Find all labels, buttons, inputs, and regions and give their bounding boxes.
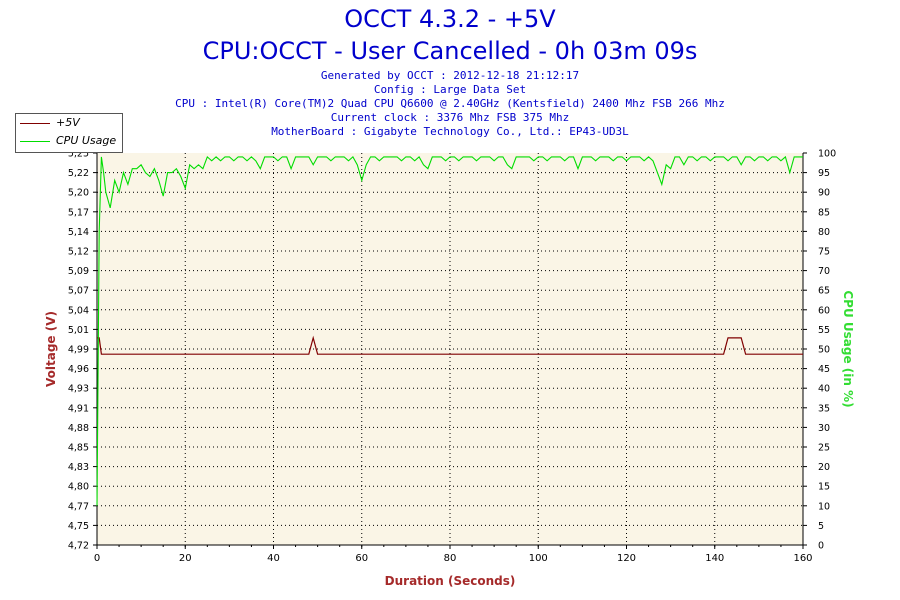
- chart-subtitle: CPU:OCCT - User Cancelled - 0h 03m 09s: [202, 37, 698, 65]
- y2-tick-label: 35: [818, 403, 830, 414]
- y2-tick-label: 70: [818, 266, 830, 277]
- y-tick-label: 4,91: [68, 403, 89, 414]
- y-axis-title: Voltage (V): [44, 311, 58, 387]
- y2-tick-label: 45: [818, 364, 830, 375]
- y-tick-label: 5,07: [68, 286, 89, 297]
- info-clock: Current clock : 3376 Mhz FSB 375 Mhz: [330, 111, 570, 124]
- y-tick-label: 5,20: [68, 188, 89, 199]
- y-tick-label: 5,09: [68, 266, 89, 277]
- y-tick-label: 4,77: [68, 501, 89, 512]
- y2-tick-label: 25: [818, 443, 830, 454]
- y2-tick-label: 65: [818, 286, 830, 297]
- info-cpu: CPU : Intel(R) Core(TM)2 Quad CPU Q6600 …: [175, 97, 725, 110]
- y2-tick-label: 20: [818, 462, 830, 473]
- y2-tick-label: 80: [818, 227, 830, 238]
- legend-swatch-cpu: [20, 141, 50, 142]
- legend: +5V CPU Usage: [15, 113, 123, 153]
- info-config: Config : Large Data Set: [373, 83, 527, 96]
- y2-tick-label: 40: [818, 384, 830, 395]
- y2-tick-label: 10: [818, 501, 830, 512]
- legend-item-cpu: CPU Usage: [16, 133, 122, 149]
- y-tick-label: 5,25: [68, 149, 89, 160]
- y2-tick-label: 60: [818, 305, 830, 316]
- y-tick-label: 5,17: [68, 207, 89, 218]
- y2-tick-label: 55: [818, 325, 830, 336]
- y-tick-label: 4,72: [68, 541, 89, 552]
- y2-tick-label: 15: [818, 482, 830, 493]
- y2-tick-label: 90: [818, 188, 830, 199]
- y-tick-label: 4,93: [68, 384, 89, 395]
- info-generated: Generated by OCCT : 2012-12-18 21:12:17: [320, 69, 580, 82]
- y2-tick-label: 75: [818, 247, 830, 258]
- y-tick-label: 5,14: [68, 227, 89, 238]
- x-tick-label: 100: [529, 553, 548, 564]
- y-tick-label: 4,99: [68, 345, 89, 356]
- y-tick-label: 4,83: [68, 462, 89, 473]
- y-tick-label: 4,96: [68, 364, 89, 375]
- x-tick-label: 20: [179, 553, 192, 564]
- y2-tick-label: 100: [818, 149, 836, 160]
- chart-title: OCCT 4.3.2 - +5V: [344, 5, 556, 33]
- y2-tick-label: 95: [818, 168, 830, 179]
- y-tick-label: 5,12: [68, 247, 89, 258]
- series-line-voltage: [97, 335, 803, 355]
- x-tick-label: 60: [355, 553, 368, 564]
- legend-label-voltage: +5V: [56, 116, 80, 129]
- y-tick-label: 5,22: [68, 168, 89, 179]
- info-motherboard: MotherBoard : Gigabyte Technology Co., L…: [271, 125, 629, 138]
- y2-tick-label: 50: [818, 345, 830, 356]
- y2-tick-label: 5: [818, 521, 824, 532]
- y2-tick-label: 30: [818, 423, 830, 434]
- legend-item-voltage: +5V: [16, 115, 122, 131]
- y-tick-label: 4,85: [68, 443, 89, 454]
- y-tick-label: 4,75: [68, 521, 89, 532]
- y2-tick-label: 0: [818, 541, 824, 552]
- series-line-cpu: [96, 155, 803, 506]
- legend-swatch-voltage: [20, 123, 50, 124]
- x-tick-label: 160: [793, 553, 812, 564]
- y-tick-label: 4,80: [68, 482, 89, 493]
- y-tick-label: 5,01: [68, 325, 89, 336]
- x-tick-label: 40: [267, 553, 280, 564]
- y2-axis-title: CPU Usage (in %): [841, 290, 855, 407]
- y-tick-label: 5,04: [68, 305, 89, 316]
- x-axis-title: Duration (Seconds): [385, 574, 516, 588]
- x-tick-label: 80: [444, 553, 457, 564]
- x-tick-label: 140: [705, 553, 724, 564]
- legend-label-cpu: CPU Usage: [56, 134, 117, 147]
- y2-tick-label: 85: [818, 207, 830, 218]
- y-tick-label: 4,88: [68, 423, 89, 434]
- x-tick-label: 120: [617, 553, 636, 564]
- x-tick-label: 0: [94, 553, 100, 564]
